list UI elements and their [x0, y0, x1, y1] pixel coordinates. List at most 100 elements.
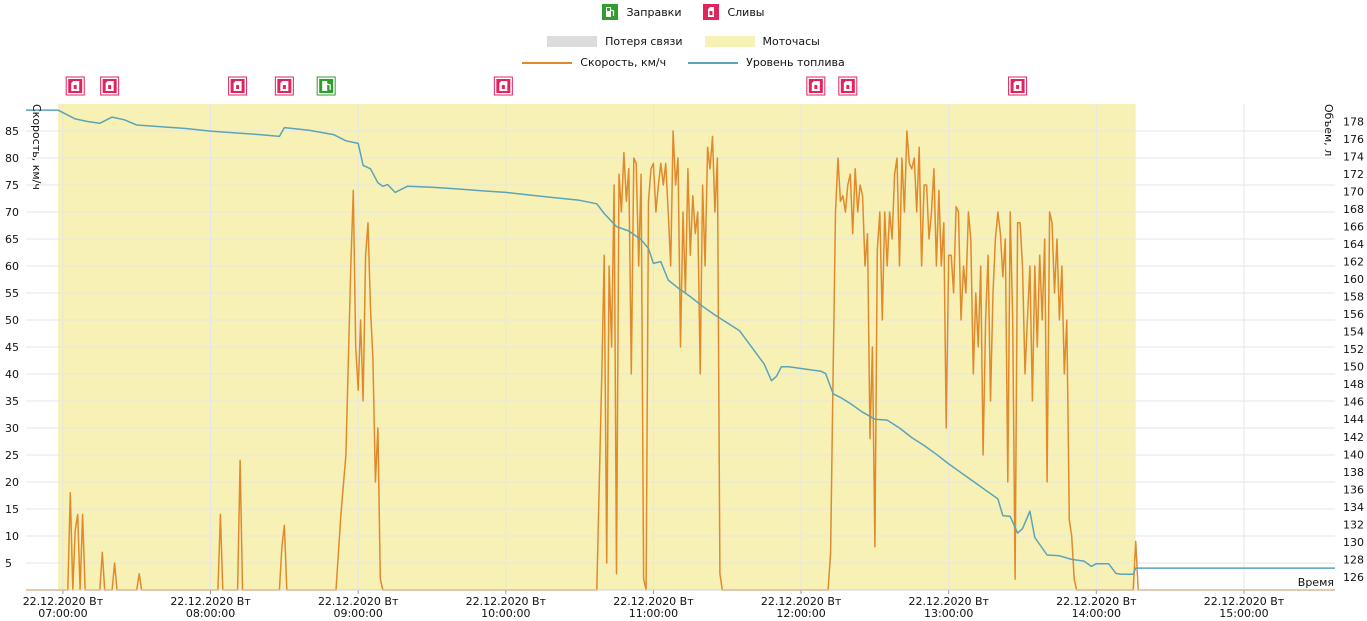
- x-tick-date-label: 22.12.2020 Вт: [23, 595, 104, 608]
- drain-event-marker: [65, 76, 85, 96]
- x-tick-date-label: 22.12.2020 Вт: [1204, 595, 1285, 608]
- speed-line-swatch: [522, 61, 573, 64]
- legend-fuel-label: Уровень топлива: [746, 56, 845, 69]
- y-left-axis-title: Скорость, км/ч: [30, 104, 43, 190]
- x-tick-date-label: 22.12.2020 Вт: [761, 595, 842, 608]
- legend-item-fuel-level[interactable]: Уровень топлива: [688, 56, 845, 69]
- legend-engine-hours-label: Моточасы: [762, 35, 820, 48]
- y-left-tick-label: 40: [5, 368, 19, 381]
- y-left-tick-label: 30: [5, 422, 19, 435]
- x-axis-title: Время: [1298, 576, 1334, 589]
- drain-event-marker: [838, 76, 858, 96]
- y-right-tick-label: 160: [1343, 273, 1364, 286]
- speed-series-line: [26, 130, 1335, 591]
- y-left-tick-label: 70: [5, 206, 19, 219]
- y-right-tick-label: 150: [1343, 361, 1364, 374]
- y-right-tick-label: 156: [1343, 308, 1364, 321]
- y-left-tick-label: 45: [5, 341, 19, 354]
- y-right-tick-label: 148: [1343, 378, 1364, 391]
- legend-drain-label: Сливы: [727, 5, 765, 19]
- y-right-tick-label: 172: [1343, 168, 1364, 181]
- fuel-level-series-line: [26, 109, 1335, 575]
- y-right-tick-label: 166: [1343, 221, 1364, 234]
- drain-event-marker: [806, 76, 826, 96]
- fuel-pump-hose: [326, 83, 331, 90]
- y-left-tick-label: 50: [5, 314, 19, 327]
- jerrycan-label-mark: [814, 85, 818, 89]
- y-right-tick-label: 152: [1343, 343, 1364, 356]
- jerrycan-label-mark: [501, 85, 505, 89]
- y-right-tick-label: 134: [1343, 501, 1364, 514]
- y-right-tick-label: 130: [1343, 536, 1364, 549]
- connection-loss-swatch: [547, 36, 598, 47]
- y-right-tick-label: 178: [1343, 116, 1364, 129]
- x-tick-time-label: 07:00:00: [38, 607, 87, 620]
- legend-areas: Потеря связи Моточасы: [0, 35, 1367, 48]
- y-left-tick-label: 25: [5, 449, 19, 462]
- y-right-tick-label: 168: [1343, 203, 1364, 216]
- legend-refuel-label: Заправки: [626, 5, 682, 19]
- y-left-tick-label: 20: [5, 476, 19, 489]
- refuel-event-marker: [316, 76, 336, 96]
- fuel-pump-icon: [322, 81, 328, 91]
- y-right-tick-label: 146: [1343, 396, 1364, 409]
- drain-event-marker: [1008, 76, 1028, 96]
- drain-event-marker: [100, 76, 120, 96]
- y-right-tick-label: 126: [1343, 571, 1364, 584]
- y-right-axis-title: Объем, л: [1322, 104, 1335, 156]
- drain-event-marker: [228, 76, 248, 96]
- legend-connection-loss-label: Потеря связи: [605, 35, 683, 48]
- y-left-tick-label: 35: [5, 395, 19, 408]
- jerrycan-label-mark: [282, 85, 286, 89]
- jerrycan-label-mark: [236, 85, 240, 89]
- drain-event-marker: [274, 76, 294, 96]
- y-left-tick-label: 80: [5, 152, 19, 165]
- x-tick-time-label: 09:00:00: [333, 607, 382, 620]
- y-left-tick-label: 5: [5, 557, 12, 570]
- engine-hours-swatch: [704, 36, 755, 47]
- y-right-tick-label: 136: [1343, 483, 1364, 496]
- y-left-tick-label: 15: [5, 503, 19, 516]
- y-left-tick-label: 65: [5, 233, 19, 246]
- jerrycan-label-mark: [846, 85, 850, 89]
- jerrycan-icon: [703, 4, 720, 20]
- x-tick-time-label: 15:00:00: [1219, 607, 1268, 620]
- y-right-tick-label: 174: [1343, 151, 1364, 164]
- legend-item-refuel[interactable]: Заправки: [602, 4, 681, 20]
- y-right-tick-label: 144: [1343, 413, 1364, 426]
- x-tick-date-label: 22.12.2020 Вт: [1056, 595, 1137, 608]
- legend-lines: Скорость, км/ч Уровень топлива: [0, 56, 1367, 69]
- legend-item-speed[interactable]: Скорость, км/ч: [522, 56, 666, 69]
- y-right-tick-label: 140: [1343, 448, 1364, 461]
- y-right-tick-label: 132: [1343, 518, 1364, 531]
- drain-event-marker: [493, 76, 513, 96]
- y-right-tick-label: 128: [1343, 553, 1364, 566]
- legend-item-connection-loss[interactable]: Потеря связи: [547, 35, 683, 48]
- y-left-tick-label: 60: [5, 260, 19, 273]
- jerrycan-label-mark: [108, 85, 112, 89]
- y-right-tick-label: 158: [1343, 291, 1364, 304]
- x-tick-date-label: 22.12.2020 Вт: [318, 595, 399, 608]
- y-right-tick-label: 142: [1343, 431, 1364, 444]
- y-right-tick-label: 154: [1343, 326, 1364, 339]
- x-tick-date-label: 22.12.2020 Вт: [908, 595, 989, 608]
- x-tick-date-label: 22.12.2020 Вт: [170, 595, 251, 608]
- x-tick-time-label: 13:00:00: [924, 607, 973, 620]
- y-left-tick-label: 85: [5, 125, 19, 138]
- y-right-tick-label: 176: [1343, 133, 1364, 146]
- x-tick-date-label: 22.12.2020 Вт: [613, 595, 694, 608]
- y-left-tick-label: 55: [5, 287, 19, 300]
- legend-events: Заправки Сливы: [0, 4, 1367, 20]
- y-left-tick-label: 75: [5, 179, 19, 192]
- jerrycan-label-mark: [1016, 85, 1020, 89]
- y-right-tick-label: 164: [1343, 238, 1364, 251]
- fuel-pump-icon: [602, 4, 619, 20]
- jerrycan-label-mark: [73, 85, 77, 89]
- legend-item-engine-hours[interactable]: Моточасы: [704, 35, 820, 48]
- legend-item-drain[interactable]: Сливы: [703, 4, 765, 20]
- fuel-line-swatch: [688, 61, 739, 64]
- x-tick-time-label: 14:00:00: [1072, 607, 1121, 620]
- x-tick-time-label: 11:00:00: [629, 607, 678, 620]
- x-tick-date-label: 22.12.2020 Вт: [466, 595, 547, 608]
